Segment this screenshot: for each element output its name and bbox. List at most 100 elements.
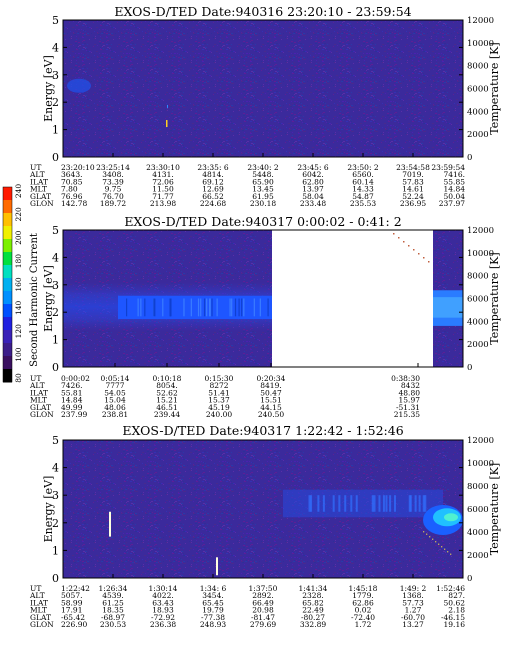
ion-band-streak [373,495,376,512]
table-cell: 8432 [401,381,420,390]
table-cell: 827. [448,591,465,600]
table-row-label: ILAT [30,177,48,186]
noise-speck [418,253,420,255]
ion-band-streak [308,495,311,512]
data-gap [272,230,433,367]
table-cell: 1:26:34 [99,584,128,593]
table-cell: 73.39 [102,177,124,186]
table-cell: 13.97 [302,185,324,194]
y2-axis-label: Temperature [K] [488,252,501,344]
table-cell: 215.35 [394,410,420,419]
colorbar-swatch [3,291,12,305]
table-cell: 4814. [202,170,223,179]
table-cell: 58.99 [61,598,83,607]
table-cell: 44.15 [260,403,282,412]
ion-band-streak [322,495,325,512]
table-row-label: MLT [30,606,47,615]
table-cell: 248.93 [200,620,226,629]
colorbar-tick-label: 220 [14,207,23,222]
ion-band-streak [154,298,156,317]
table-cell: 1.27 [405,606,422,615]
table-cell: 14.84 [61,396,83,405]
colorbar-swatch [3,252,12,266]
table-cell: 230.18 [250,199,276,208]
ion-band-streak [162,298,164,317]
ion-band-streak [408,495,411,512]
table-cell: 50.04 [444,192,466,201]
noise-speck [441,546,443,548]
ion-band-streak [208,298,211,317]
colorbar-swatch [3,213,12,227]
table-cell: 18.35 [102,606,124,615]
table-cell: 14.61 [402,185,423,194]
table-cell: 2.18 [448,606,465,615]
table-cell: -51.31 [396,403,420,412]
table-cell: 233.48 [300,199,326,208]
ion-band-streak [238,298,240,317]
table-cell: 20.98 [252,606,274,615]
table-cell: 1:45:18 [349,584,378,593]
table-cell: 7.80 [61,185,78,194]
table-cell: 8054. [156,381,177,390]
y2-tick-label: 4000 [467,317,489,327]
colorbar-label: Second Harmonic Current [29,233,40,367]
table-cell: 2328. [302,591,323,600]
ion-band-streak [317,495,320,512]
table-cell: -46.15 [441,613,465,622]
noise-speck [413,249,415,251]
table-cell: 237.99 [61,410,87,419]
table-cell: 23:54:58 [396,163,430,172]
ion-band-streak [206,298,208,317]
y2-tick-label: 8000 [467,272,489,282]
table-cell: 0:00:02 [61,374,90,383]
colorbar-swatch [3,304,12,318]
spectrogram-area [63,20,463,157]
table-cell: 236.95 [400,199,426,208]
y2-tick-label: 10000 [467,459,494,469]
ion-band-streak [243,298,245,317]
table-cell: 23:35: 6 [197,163,229,172]
spectrogram-panel-2: EXOS-D/TED Date:940317 0:00:02 - 0:41: 2… [29,214,501,419]
table-cell: 11.50 [152,185,174,194]
table-cell: -60.70 [401,613,425,622]
y2-tick-label: 6000 [467,85,489,95]
table-cell: 65.90 [252,177,274,186]
y2-tick-label: 12000 [467,226,494,236]
table-cell: 15.51 [260,396,281,405]
colorbar-tick-label: 120 [14,324,23,339]
table-cell: 23:45: 6 [297,163,329,172]
y-tick-label: 5 [52,14,59,27]
table-cell: 15.04 [104,396,126,405]
table-cell: 238.81 [102,410,128,419]
y2-axis-label: Temperature [K] [488,463,501,555]
table-cell: 189.72 [100,199,126,208]
noise-speck [432,538,434,540]
noise-speck [398,237,400,239]
table-cell: 15.21 [156,396,177,405]
panel-title: EXOS-D/TED Date:940317 0:00:02 - 0:41: 2 [124,214,401,229]
table-row-label: GLON [30,199,54,208]
ion-band-right-core [433,297,463,318]
colorbar-swatch [3,239,12,253]
table-cell: -72.92 [151,613,175,622]
table-row-label: UT [30,374,41,383]
intensity-spike [109,511,111,537]
colorbar-frame [2,186,13,383]
table-cell: 5057. [61,591,82,600]
ion-band-streak [183,298,185,317]
y-axis-label: Energy [eV] [42,476,55,543]
table-cell: 12.69 [202,185,224,194]
table-row-label: GLAT [30,192,51,201]
ion-band-streak [389,495,392,512]
table-cell: 65.45 [202,598,224,607]
ion-band-streak [209,298,211,317]
y-tick-label: 2 [52,517,59,530]
table-cell: 13.27 [402,620,424,629]
table-cell: 279.69 [250,620,276,629]
table-row-label: ALT [29,591,45,600]
table-cell: 213.98 [150,199,176,208]
noise-speck [447,551,449,553]
y2-tick-label: 8000 [467,62,489,72]
table-cell: 19.79 [202,606,224,615]
